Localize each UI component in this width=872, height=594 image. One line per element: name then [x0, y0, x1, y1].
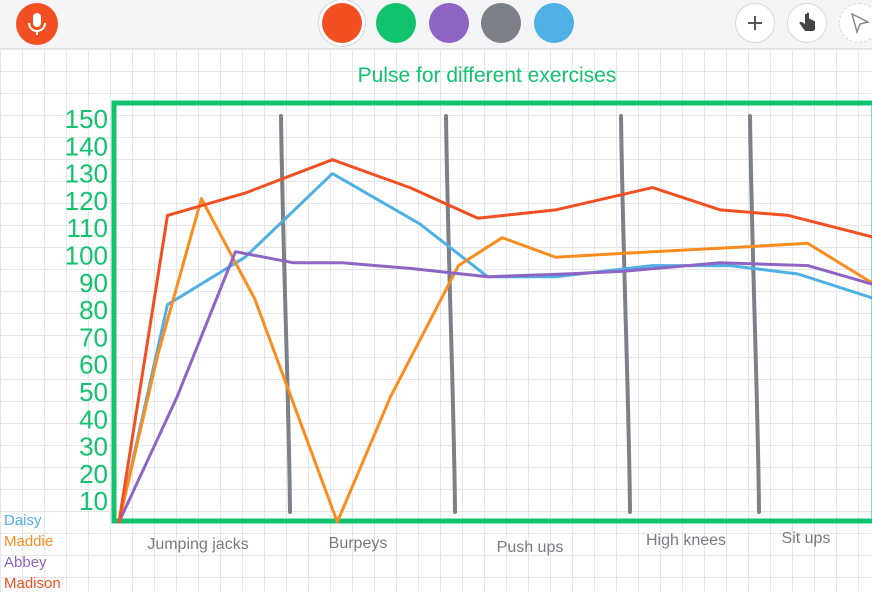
legend-entry: Madison [4, 575, 61, 592]
color-swatch-purple[interactable] [429, 3, 469, 43]
section-divider [748, 114, 761, 514]
y-tick-label: 20 [79, 459, 108, 489]
toolbar [0, 0, 872, 49]
y-tick-label: 80 [79, 295, 108, 325]
x-category-label: Sit ups [782, 530, 831, 547]
x-category-label: High knees [646, 532, 726, 549]
series-line [117, 197, 872, 524]
y-tick-label: 140 [65, 131, 108, 161]
y-tick-label: 60 [79, 350, 108, 380]
legend-entry: Maddie [4, 533, 54, 550]
chart-frame [111, 100, 872, 524]
x-category-label: Burpeys [329, 535, 388, 552]
legend-entry: Abbey [4, 554, 47, 571]
add-button[interactable] [735, 3, 775, 43]
section-divider [444, 114, 457, 514]
color-swatch-green[interactable] [376, 3, 416, 43]
y-tick-label: 50 [79, 377, 108, 407]
section-divider [279, 114, 292, 514]
section-divider [619, 114, 632, 514]
microphone-button[interactable] [16, 3, 58, 45]
y-tick-label: 110 [67, 213, 108, 243]
y-tick-label: 30 [79, 432, 108, 462]
y-tick-label: 120 [65, 186, 108, 216]
cursor-icon [850, 12, 871, 35]
legend: Daisy Maddie Abbey Madison [4, 510, 61, 594]
drawing-canvas[interactable] [0, 49, 872, 592]
series-line [117, 250, 872, 524]
hand-pointer-icon [799, 12, 815, 31]
y-tick-label: 70 [79, 322, 108, 352]
pointer-hand-button[interactable] [787, 3, 827, 43]
color-swatch-gray[interactable] [481, 3, 521, 43]
series-line [117, 158, 872, 524]
x-category-label: Jumping jacks [147, 536, 248, 553]
y-tick-label: 100 [65, 241, 108, 271]
y-tick-label: 90 [79, 268, 108, 298]
y-tick-label: 10 [79, 486, 108, 516]
plus-icon [748, 16, 762, 30]
color-swatch-blue[interactable] [534, 3, 574, 43]
legend-entry: Daisy [4, 512, 42, 529]
y-tick-label: 40 [79, 404, 108, 434]
x-category-label: Push ups [497, 539, 564, 556]
y-tick-label: 130 [65, 159, 108, 189]
microphone-icon [28, 13, 46, 35]
color-swatch-red[interactable] [322, 3, 362, 43]
chart-title: Pulse for different exercises [358, 64, 617, 87]
y-tick-label: 150 [65, 104, 108, 134]
select-cursor-button[interactable] [839, 3, 872, 43]
